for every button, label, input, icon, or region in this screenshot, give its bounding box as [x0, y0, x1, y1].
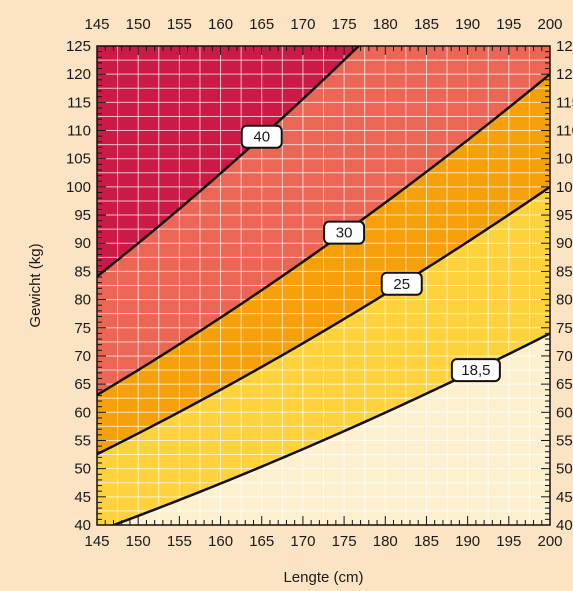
bmi-curve-40 — [97, 46, 361, 278]
y-tick-label: 85 — [74, 263, 91, 280]
curve-label-box — [450, 358, 501, 383]
y-tick-label-right: 120 — [556, 66, 573, 83]
x-tick-label: 160 — [208, 533, 233, 550]
minor-ticks — [96, 45, 551, 526]
y-tick-label-right: 80 — [556, 292, 573, 309]
y-tick-label-right: 50 — [556, 461, 573, 478]
y-axis-title: Gewicht (kg) — [27, 243, 44, 327]
x-tick-label: 145 — [84, 533, 109, 550]
x-tick-label: 180 — [373, 533, 398, 550]
x-tick-label: 175 — [332, 533, 357, 550]
x-tick-label: 150 — [126, 533, 151, 550]
y-tick-label: 95 — [74, 207, 91, 224]
y-tick-label: 60 — [74, 404, 91, 421]
x-axis-title: Lengte (cm) — [283, 569, 363, 586]
y-tick-label: 115 — [67, 94, 91, 111]
x-tick-label-top: 180 — [373, 16, 398, 33]
curve-label-18,5: 18,5 — [461, 362, 490, 379]
bmi-zone — [97, 46, 359, 277]
curve-labels: 18,5 25 30 40 — [240, 124, 501, 383]
x-tick-label: 190 — [455, 533, 480, 550]
curve-label-box — [323, 220, 366, 245]
x-tick-label-top: 185 — [414, 16, 439, 33]
y-tick-label-right: 110 — [556, 123, 573, 140]
y-tick-label: 125 — [66, 38, 91, 55]
y-tick-label: 40 — [74, 517, 91, 534]
curve-label-box — [380, 271, 423, 296]
y-tick-label: 105 — [66, 151, 91, 168]
x-tick-label: 200 — [537, 533, 562, 550]
curve-label-30: 30 — [336, 225, 353, 242]
y-tick-label: 75 — [74, 320, 91, 337]
x-tick-label-top: 155 — [167, 16, 192, 33]
y-tick-label: 50 — [74, 461, 91, 478]
y-tick-label: 90 — [74, 235, 91, 252]
y-tick-label-right: 70 — [556, 348, 573, 365]
y-tick-label: 120 — [66, 66, 91, 83]
bmi-curve-30 — [97, 73, 550, 397]
y-tick-label-right: 40 — [556, 517, 573, 534]
x-tick-labels-bottom: 145 150 155 160 165 170 175 180 185 190 195 200 — [84, 533, 562, 550]
y-tick-label: 80 — [74, 292, 91, 309]
x-tick-label: 165 — [249, 533, 274, 550]
y-tick-label: 45 — [74, 489, 91, 506]
x-tick-label-top: 200 — [537, 16, 562, 33]
x-tick-label-top: 170 — [290, 16, 315, 33]
x-tick-label: 185 — [414, 533, 439, 550]
y-tick-label-right: 45 — [556, 489, 573, 506]
y-tick-label-right: 60 — [556, 404, 573, 421]
x-tick-label-top: 150 — [126, 16, 151, 33]
y-tick-label-right: 105 — [556, 151, 573, 168]
y-tick-label-right: 115 — [556, 94, 573, 111]
x-tick-label-top: 175 — [332, 16, 357, 33]
y-tick-label-right: 95 — [556, 207, 573, 224]
x-tick-label-top: 190 — [455, 16, 480, 33]
y-tick-label-right: 55 — [556, 432, 573, 449]
x-tick-labels-top: 145 150 155 160 165 170 175 180 185 190 195 200 — [84, 16, 562, 33]
plot-frame — [96, 45, 551, 526]
x-tick-label-top: 165 — [249, 16, 274, 33]
bmi-zone — [113, 333, 550, 525]
y-tick-label: 55 — [74, 432, 91, 449]
y-tick-label-right: 65 — [556, 376, 573, 393]
y-tick-label: 110 — [67, 123, 91, 140]
y-tick-label-right: 125 — [556, 38, 573, 55]
x-tick-label-top: 145 — [84, 16, 109, 33]
y-tick-label: 100 — [66, 179, 91, 196]
x-tick-label-top: 195 — [496, 16, 521, 33]
x-tick-label: 170 — [290, 533, 315, 550]
curve-label-box — [240, 124, 283, 149]
y-tick-label-right: 75 — [556, 320, 573, 337]
y-tick-labels-right: 40 45 50 55 60 65 70 75 80 85 90 95 100 105 110 115 120 1… — [556, 38, 573, 534]
curve-label-25: 25 — [393, 276, 410, 293]
x-tick-label: 195 — [496, 533, 521, 550]
x-tick-label-top: 160 — [208, 16, 233, 33]
x-tick-label: 155 — [167, 533, 192, 550]
y-tick-label-right: 90 — [556, 235, 573, 252]
y-tick-label: 65 — [74, 376, 91, 393]
y-tick-label: 70 — [74, 348, 91, 365]
y-tick-label-right: 100 — [556, 179, 573, 196]
y-tick-label-right: 85 — [556, 263, 573, 280]
y-tick-labels-left: 40 45 50 55 60 65 70 75 80 85 90 95 100 105 110 115 120 1… — [66, 38, 91, 534]
bmi-curve-25 — [97, 185, 550, 456]
curve-label-40: 40 — [253, 129, 270, 146]
